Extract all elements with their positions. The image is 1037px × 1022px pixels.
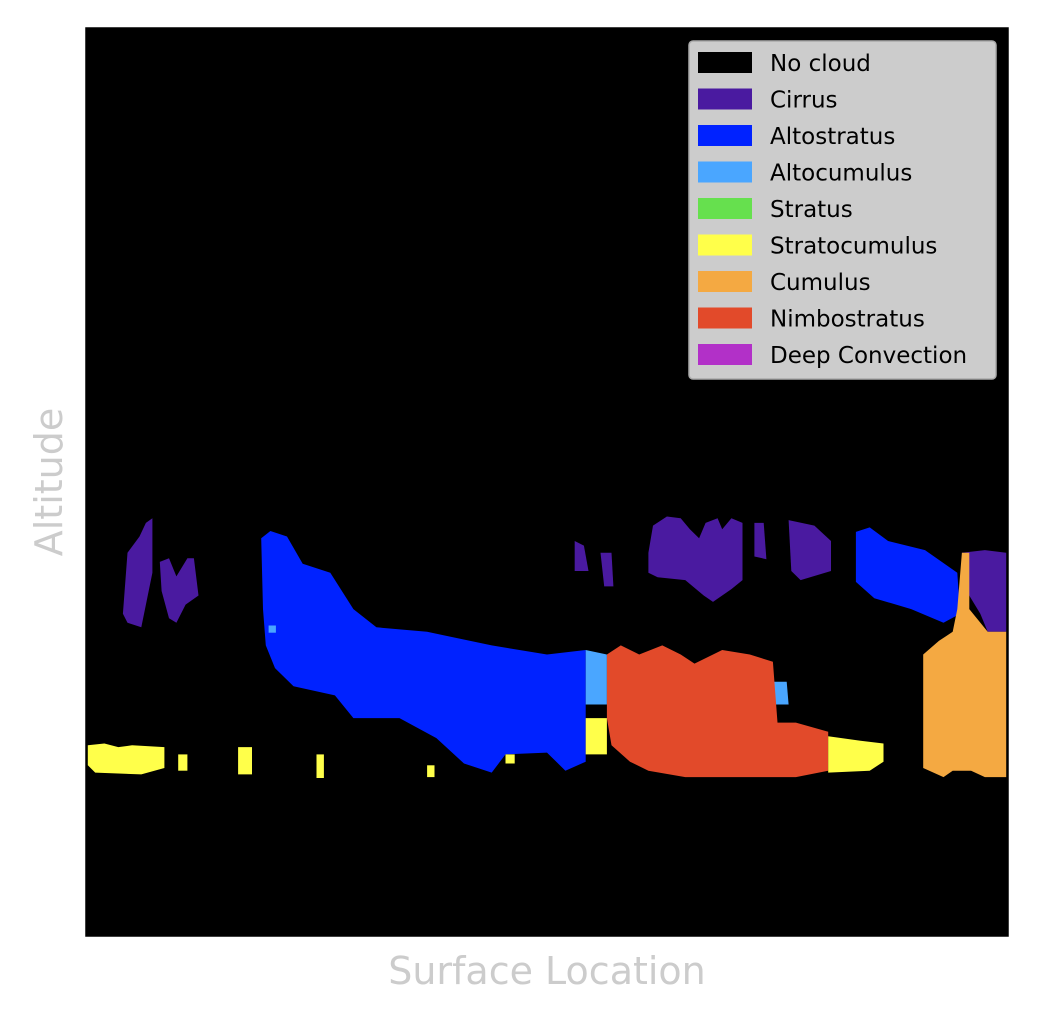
region-altostratus	[855, 527, 961, 623]
legend-swatch-deep-convection	[698, 344, 752, 365]
region-cirrus	[961, 550, 1007, 632]
region-stratocumulus	[316, 754, 324, 778]
legend-swatch-stratus	[698, 198, 752, 219]
legend-swatch-cirrus	[698, 88, 752, 110]
x-axis-label: Surface Location	[388, 949, 706, 993]
legend-swatch-altostratus	[698, 125, 752, 146]
region-cirrus	[648, 516, 743, 602]
region-nimbostratus	[606, 645, 829, 778]
region-stratocumulus	[505, 754, 515, 764]
legend-label-stratocumulus: Stratocumulus	[770, 234, 937, 260]
legend-label-altocumulus: Altocumulus	[770, 161, 912, 187]
plot-frame	[85, 27, 1009, 937]
legend-swatch-nimbostratus	[698, 307, 752, 329]
legend-box	[688, 40, 997, 380]
legend-label-altostratus: Altostratus	[770, 124, 895, 150]
legend-label-cirrus: Cirrus	[770, 88, 838, 114]
region-cirrus	[754, 522, 767, 560]
region-altocumulus	[585, 650, 607, 705]
legend-label-cumulus: Cumulus	[770, 270, 871, 296]
region-cirrus	[574, 541, 589, 571]
y-axis-label: Altitude	[27, 408, 71, 557]
legend-label-deep-convection: Deep Convection	[770, 343, 967, 369]
region-stratocumulus	[87, 743, 165, 775]
legend-swatch-stratocumulus	[698, 234, 752, 256]
region-cirrus	[788, 520, 831, 581]
region-stratocumulus	[585, 718, 607, 755]
region-stratocumulus	[427, 765, 435, 778]
legend-label-stratus: Stratus	[770, 197, 853, 223]
region-altostratus	[261, 531, 586, 773]
region-altocumulus	[268, 625, 276, 633]
legend-swatch-cumulus	[698, 271, 752, 292]
region-altocumulus	[772, 681, 789, 705]
region-stratocumulus	[178, 754, 188, 771]
region-stratocumulus	[238, 747, 252, 775]
cloud-regions	[87, 516, 1007, 778]
legend: No cloud Cirrus Altostratus Altocumulus Stra…	[688, 40, 997, 380]
region-cirrus	[122, 518, 153, 628]
legend-label-no-cloud: No cloud	[770, 51, 871, 77]
legend-swatch-altocumulus	[698, 161, 752, 183]
region-cumulus	[923, 552, 1007, 778]
legend-swatch-no-cloud	[698, 52, 752, 73]
region-cirrus	[600, 552, 614, 587]
legend-label-nimbostratus: Nimbostratus	[770, 307, 925, 333]
region-cirrus	[159, 558, 199, 623]
region-stratocumulus	[828, 736, 884, 773]
